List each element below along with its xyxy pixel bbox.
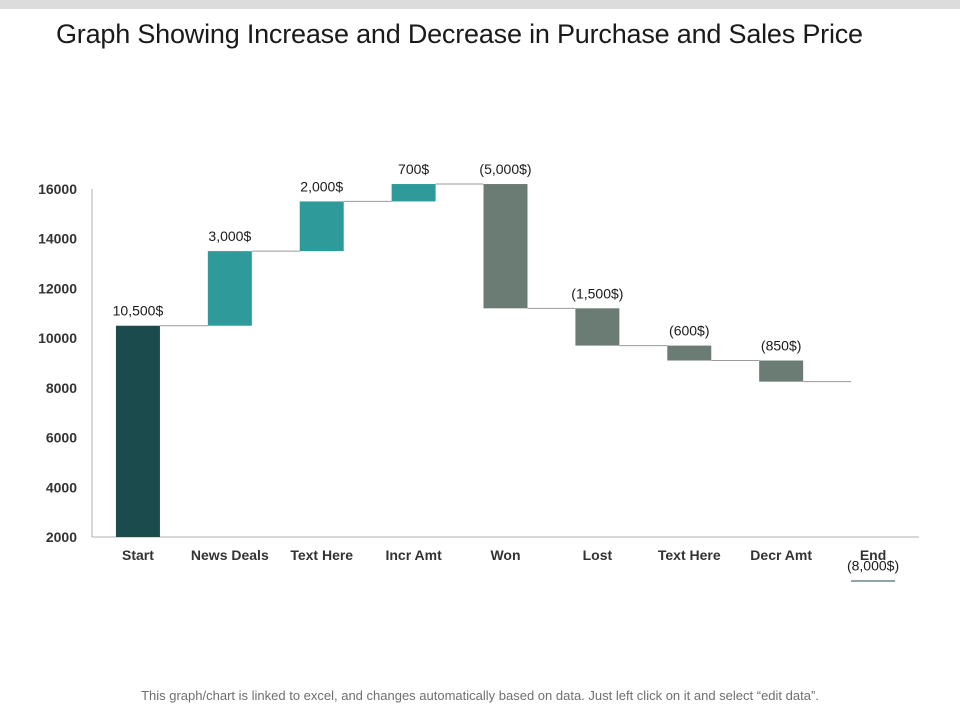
y-tick-label: 14000 xyxy=(38,231,77,247)
data-label: (5,000$) xyxy=(479,161,531,177)
x-tick-label: End xyxy=(860,547,886,563)
x-tick-label: Decr Amt xyxy=(750,547,812,563)
data-label: (600$) xyxy=(669,323,709,339)
data-label: 10,500$ xyxy=(113,303,164,319)
bar-news-deals xyxy=(207,251,252,326)
x-tick-label: Incr Amt xyxy=(385,547,442,563)
y-tick-label: 16000 xyxy=(38,181,77,197)
bar-won xyxy=(483,184,528,309)
bar-decr-amt xyxy=(759,360,804,382)
y-tick-label: 12000 xyxy=(38,280,77,296)
y-tick-label: 2000 xyxy=(46,529,77,545)
data-label: 2,000$ xyxy=(300,178,343,194)
y-tick-label: 8000 xyxy=(46,380,77,396)
x-tick-label: Start xyxy=(122,547,154,563)
y-tick-label: 6000 xyxy=(46,430,77,446)
bar-start xyxy=(115,325,160,537)
x-tick-label: Text Here xyxy=(658,547,721,563)
footnote: This graph/chart is linked to excel, and… xyxy=(141,688,819,703)
data-label: (850$) xyxy=(761,338,801,354)
x-tick-label: Won xyxy=(490,547,520,563)
x-tick-label: Text Here xyxy=(290,547,353,563)
bar-incr-amt xyxy=(391,184,436,202)
data-label: (1,500$) xyxy=(571,285,623,301)
data-label: 3,000$ xyxy=(208,228,251,244)
x-tick-label: News Deals xyxy=(191,547,269,563)
bar-end xyxy=(851,580,896,582)
bar-lost xyxy=(575,308,620,346)
chart-title: Graph Showing Increase and Decrease in P… xyxy=(56,19,863,49)
bar-text-here xyxy=(299,201,344,252)
y-tick-label: 4000 xyxy=(46,479,77,495)
bar-text-here xyxy=(667,345,712,361)
data-label: (8,000$) xyxy=(847,558,899,574)
top-decorative-rule xyxy=(0,0,960,9)
y-tick-label: 10000 xyxy=(38,330,77,346)
data-label: 700$ xyxy=(398,161,429,177)
x-tick-label: Lost xyxy=(583,547,613,563)
